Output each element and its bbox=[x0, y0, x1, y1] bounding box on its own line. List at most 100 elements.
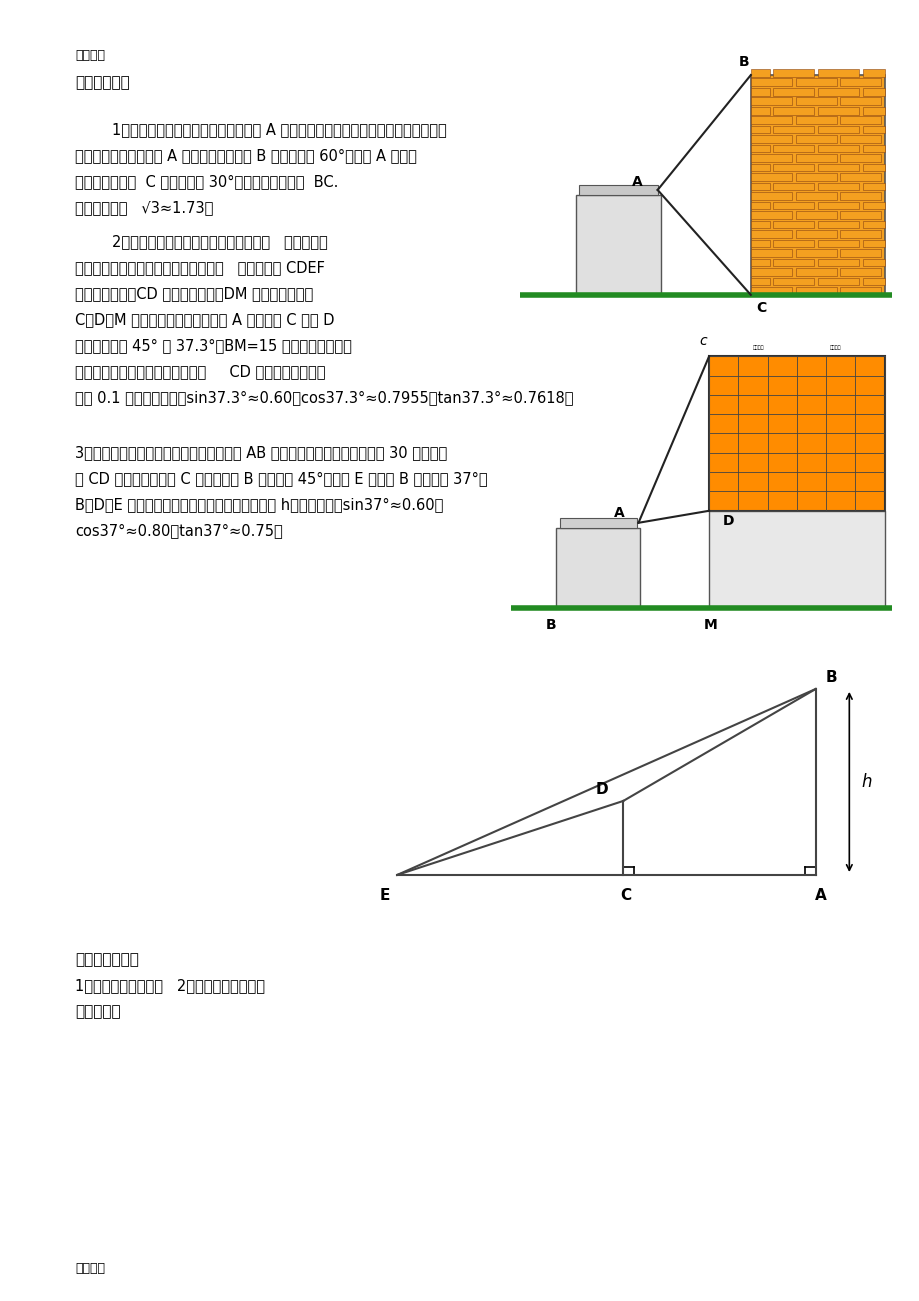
Text: 七、作业：: 七、作业： bbox=[75, 1004, 121, 1020]
Bar bbox=[862, 239, 884, 247]
Bar bbox=[750, 211, 791, 219]
Bar bbox=[839, 230, 880, 238]
Bar bbox=[839, 288, 880, 295]
Bar bbox=[750, 144, 769, 152]
Bar bbox=[795, 193, 835, 200]
Bar bbox=[839, 98, 880, 105]
Bar bbox=[839, 250, 880, 256]
Bar bbox=[750, 239, 769, 247]
Text: c: c bbox=[698, 333, 707, 347]
Bar bbox=[750, 78, 791, 86]
Text: 邻的电梯楼的高．在点 A 处看电梯楼顶部点 B 处的仰角为 60°，在点 A 处看这: 邻的电梯楼的高．在点 A 处看电梯楼顶部点 B 处的仰角为 60°，在点 A 处… bbox=[75, 148, 417, 164]
Bar bbox=[772, 107, 813, 114]
Bar bbox=[795, 230, 835, 238]
Text: 的仰角分别为 45° 和 37.3°，BM=15 米．根据以上测得: 的仰角分别为 45° 和 37.3°，BM=15 米．根据以上测得 bbox=[75, 338, 352, 354]
Bar bbox=[560, 518, 636, 528]
Bar bbox=[817, 164, 858, 172]
Bar bbox=[817, 183, 858, 190]
Bar bbox=[772, 259, 813, 267]
Text: 确到 0.1 米，参考数据：sin37.3°≈0.60，cos37.3°≈0.7955，tan37.3°≈0.7618）: 确到 0.1 米，参考数据：sin37.3°≈0.60，cos37.3°≈0.7… bbox=[75, 390, 573, 406]
Bar bbox=[750, 126, 769, 134]
Bar bbox=[750, 75, 884, 295]
Bar bbox=[795, 155, 835, 161]
Bar bbox=[772, 202, 813, 209]
Text: cos37°≈0.80，tan37°≈0.75）: cos37°≈0.80，tan37°≈0.75） bbox=[75, 523, 283, 539]
Text: 在一幢楼房顶部的公益广告牌的高度，   如图，矩形 CDEF: 在一幢楼房顶部的公益广告牌的高度， 如图，矩形 CDEF bbox=[75, 260, 325, 276]
Text: B、D、E 三点在一条直线上），求电视塔的高度 h（参考数据：sin37°≈0.60，: B、D、E 三点在一条直线上），求电视塔的高度 h（参考数据：sin37°≈0.… bbox=[75, 497, 443, 513]
Bar bbox=[862, 69, 884, 77]
Bar bbox=[862, 107, 884, 114]
Bar bbox=[839, 211, 880, 219]
Text: C: C bbox=[755, 301, 766, 315]
Bar bbox=[750, 230, 791, 238]
Bar bbox=[772, 183, 813, 190]
Text: C: C bbox=[619, 889, 630, 903]
Text: A: A bbox=[631, 174, 641, 189]
Bar bbox=[839, 268, 880, 276]
Bar bbox=[817, 69, 858, 77]
Text: 2、某数学课外活动小组利用课余时间，   测量了安装: 2、某数学课外活动小组利用课余时间， 测量了安装 bbox=[75, 234, 328, 250]
Bar bbox=[772, 88, 813, 95]
Text: 六、学习体会：: 六、学习体会： bbox=[75, 952, 139, 968]
Bar bbox=[862, 126, 884, 134]
Bar bbox=[817, 126, 858, 134]
Text: M: M bbox=[703, 618, 717, 632]
Bar bbox=[772, 69, 813, 77]
Bar bbox=[795, 78, 835, 86]
Bar bbox=[817, 239, 858, 247]
Bar bbox=[839, 155, 880, 161]
Bar bbox=[772, 221, 813, 229]
Bar bbox=[750, 278, 769, 285]
Text: h: h bbox=[860, 773, 871, 791]
Bar bbox=[839, 116, 880, 124]
Bar bbox=[556, 528, 640, 608]
Bar bbox=[862, 259, 884, 267]
Bar bbox=[750, 202, 769, 209]
Bar bbox=[772, 164, 813, 172]
Bar bbox=[862, 144, 884, 152]
Bar bbox=[750, 183, 769, 190]
Text: B: B bbox=[824, 670, 836, 686]
Text: 和谐院校: 和谐院校 bbox=[829, 345, 840, 350]
Text: 的相关数据，求这个广告牌的高（     CD 的长）．（结果精: 的相关数据，求这个广告牌的高（ CD 的长）．（结果精 bbox=[75, 364, 325, 380]
Bar bbox=[817, 278, 858, 285]
Text: B: B bbox=[738, 55, 748, 69]
Bar bbox=[750, 173, 791, 181]
Bar bbox=[862, 164, 884, 172]
Bar bbox=[795, 268, 835, 276]
Bar bbox=[862, 183, 884, 190]
Text: D: D bbox=[721, 514, 733, 528]
Text: 1、如图所示，小明在家里楼顶上的点 A 处，测量建在与小明家楼房同一水平线上相: 1、如图所示，小明在家里楼顶上的点 A 处，测量建在与小明家楼房同一水平线上相 bbox=[75, 122, 447, 138]
Bar bbox=[862, 88, 884, 95]
Bar bbox=[817, 107, 858, 114]
Bar bbox=[750, 164, 769, 172]
Text: 3、如图，某数学课外活动小组测量电视塔 AB 的高度，他们借助一个高度为 30 米的建筑: 3、如图，某数学课外活动小组测量电视塔 AB 的高度，他们借助一个高度为 30 … bbox=[75, 445, 448, 461]
Bar bbox=[839, 173, 880, 181]
Bar bbox=[750, 98, 791, 105]
Bar bbox=[817, 221, 858, 229]
Bar bbox=[750, 155, 791, 161]
Bar bbox=[817, 259, 858, 267]
Text: A: A bbox=[613, 506, 624, 520]
Bar bbox=[579, 185, 657, 195]
Text: 栋电梯楼底部点  C 处的俯角为 30°．求电梯楼的高度  BC.: 栋电梯楼底部点 C 处的俯角为 30°．求电梯楼的高度 BC. bbox=[75, 174, 338, 190]
Bar bbox=[750, 107, 769, 114]
Text: D: D bbox=[595, 782, 607, 798]
Bar bbox=[750, 69, 769, 77]
Bar bbox=[772, 144, 813, 152]
Bar bbox=[795, 116, 835, 124]
Bar bbox=[750, 268, 791, 276]
Bar bbox=[750, 250, 791, 256]
Bar bbox=[709, 356, 884, 511]
Bar bbox=[795, 250, 835, 256]
Bar bbox=[772, 239, 813, 247]
Bar bbox=[750, 116, 791, 124]
Bar bbox=[839, 193, 880, 200]
Bar bbox=[750, 259, 769, 267]
Bar bbox=[795, 98, 835, 105]
Bar bbox=[575, 195, 661, 295]
Text: A: A bbox=[813, 889, 825, 903]
Bar bbox=[750, 193, 791, 200]
Text: 物 CD 进行测量．在点 C 处测得塔顶 B 的仰角为 45°，在点 E 处测得 B 的仰角为 37°（: 物 CD 进行测量．在点 C 处测得塔顶 B 的仰角为 45°，在点 E 处测得… bbox=[75, 471, 488, 487]
Bar bbox=[772, 278, 813, 285]
